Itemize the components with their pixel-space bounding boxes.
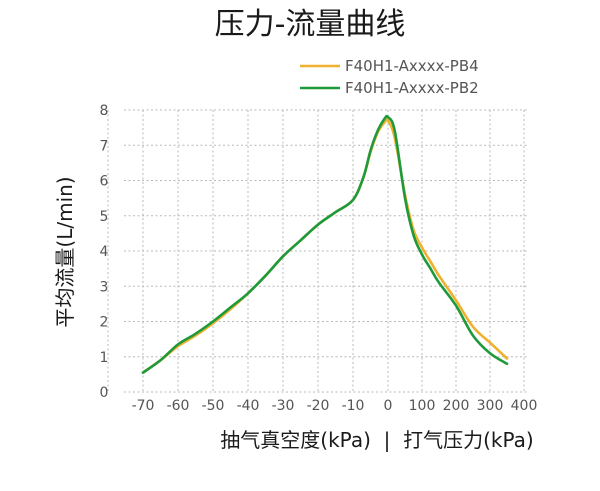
x-axis-label: 抽气真空度(kPa) | 打气压力(kPa)	[220, 428, 533, 452]
x-tick-label: 300	[477, 398, 504, 414]
x-tick-label: -10	[342, 398, 365, 414]
x-tick-label: -20	[307, 398, 330, 414]
chart-title: 压力-流量曲线	[215, 7, 406, 42]
y-tick-label: 4	[100, 244, 109, 260]
chart-grid	[107, 109, 528, 393]
x-axis-ticks: -70 -60 -50 -40 -30 -20 -10 0 100 200 300 400	[132, 398, 538, 414]
x-tick-label: 0	[384, 398, 393, 414]
y-tick-label: 6	[100, 174, 109, 190]
x-tick-label: -30	[272, 398, 295, 414]
x-tick-label: -50	[202, 398, 225, 414]
y-tick-label: 2	[100, 315, 109, 331]
x-tick-label: -60	[167, 398, 190, 414]
series-line-2	[141, 114, 509, 374]
y-axis-label: 平均流量(L/min)	[53, 176, 77, 327]
y-tick-label: 8	[100, 103, 109, 119]
y-tick-label: 7	[100, 138, 109, 154]
chart-legend: F40H1-Axxxx-PB4 F40H1-Axxxx-PB2	[300, 57, 479, 97]
legend-label: F40H1-Axxxx-PB4	[345, 57, 479, 75]
x-tick-label: 100	[409, 398, 436, 414]
x-tick-label: -40	[237, 398, 260, 414]
x-tick-label: 400	[511, 398, 538, 414]
y-tick-label: 3	[100, 279, 109, 295]
chart-series	[141, 114, 509, 374]
y-tick-label: 5	[100, 209, 109, 225]
x-tick-label: -70	[132, 398, 155, 414]
y-tick-label: 1	[100, 350, 109, 366]
series-line-1	[141, 118, 509, 374]
y-tick-label: 0	[100, 385, 109, 401]
y-axis-ticks: 0 1 2 3 4 5 6 7 8	[100, 103, 109, 401]
legend-label: F40H1-Axxxx-PB2	[345, 79, 479, 97]
x-tick-label: 200	[443, 398, 470, 414]
